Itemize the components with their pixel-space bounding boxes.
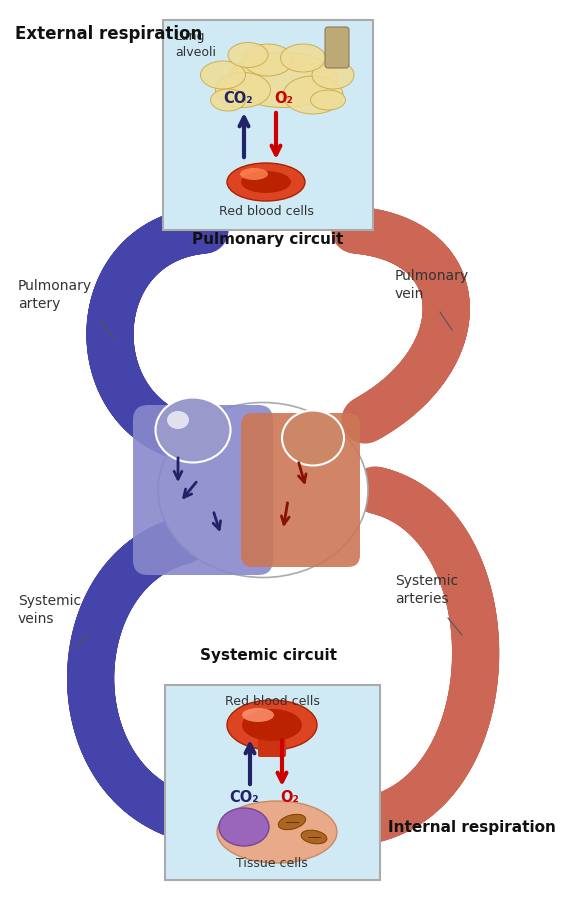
- Ellipse shape: [280, 44, 325, 72]
- Ellipse shape: [282, 410, 344, 465]
- Ellipse shape: [312, 61, 354, 89]
- Ellipse shape: [167, 411, 189, 429]
- FancyBboxPatch shape: [325, 27, 349, 68]
- Text: Pulmonary
artery: Pulmonary artery: [18, 279, 92, 310]
- FancyBboxPatch shape: [258, 731, 286, 757]
- Ellipse shape: [215, 73, 271, 107]
- Ellipse shape: [155, 398, 231, 463]
- Ellipse shape: [311, 90, 346, 110]
- FancyBboxPatch shape: [133, 405, 273, 575]
- Text: Pulmonary
vein: Pulmonary vein: [395, 269, 469, 301]
- Ellipse shape: [201, 61, 246, 89]
- Text: Pulmonary circuit: Pulmonary circuit: [192, 232, 344, 247]
- Ellipse shape: [219, 808, 269, 846]
- Text: Lung
alveoli: Lung alveoli: [175, 30, 216, 59]
- FancyBboxPatch shape: [241, 413, 360, 567]
- Text: Systemic
arteries: Systemic arteries: [395, 574, 458, 606]
- Ellipse shape: [228, 52, 338, 107]
- Text: Tissue cells: Tissue cells: [236, 857, 308, 870]
- Ellipse shape: [158, 402, 368, 578]
- Ellipse shape: [242, 709, 302, 741]
- FancyBboxPatch shape: [163, 20, 373, 230]
- Text: O₂: O₂: [281, 790, 299, 805]
- Ellipse shape: [279, 814, 306, 830]
- Ellipse shape: [217, 801, 337, 863]
- Ellipse shape: [283, 76, 343, 114]
- FancyBboxPatch shape: [165, 685, 380, 880]
- Text: CO₂: CO₂: [223, 91, 253, 106]
- Text: Systemic circuit: Systemic circuit: [199, 648, 337, 663]
- Text: CO₂: CO₂: [229, 790, 259, 805]
- Ellipse shape: [301, 830, 327, 844]
- Text: External respiration: External respiration: [15, 25, 202, 43]
- Text: Systemic
veins: Systemic veins: [18, 594, 81, 625]
- Ellipse shape: [211, 89, 246, 111]
- Ellipse shape: [227, 700, 317, 750]
- Ellipse shape: [227, 163, 305, 201]
- Ellipse shape: [228, 42, 268, 68]
- Text: Red blood cells: Red blood cells: [219, 205, 314, 218]
- Ellipse shape: [241, 171, 291, 193]
- Ellipse shape: [240, 168, 268, 180]
- Ellipse shape: [243, 44, 293, 76]
- Text: O₂: O₂: [275, 91, 293, 106]
- Text: Internal respiration: Internal respiration: [388, 820, 556, 835]
- Text: Red blood cells: Red blood cells: [224, 695, 319, 708]
- Ellipse shape: [242, 708, 274, 722]
